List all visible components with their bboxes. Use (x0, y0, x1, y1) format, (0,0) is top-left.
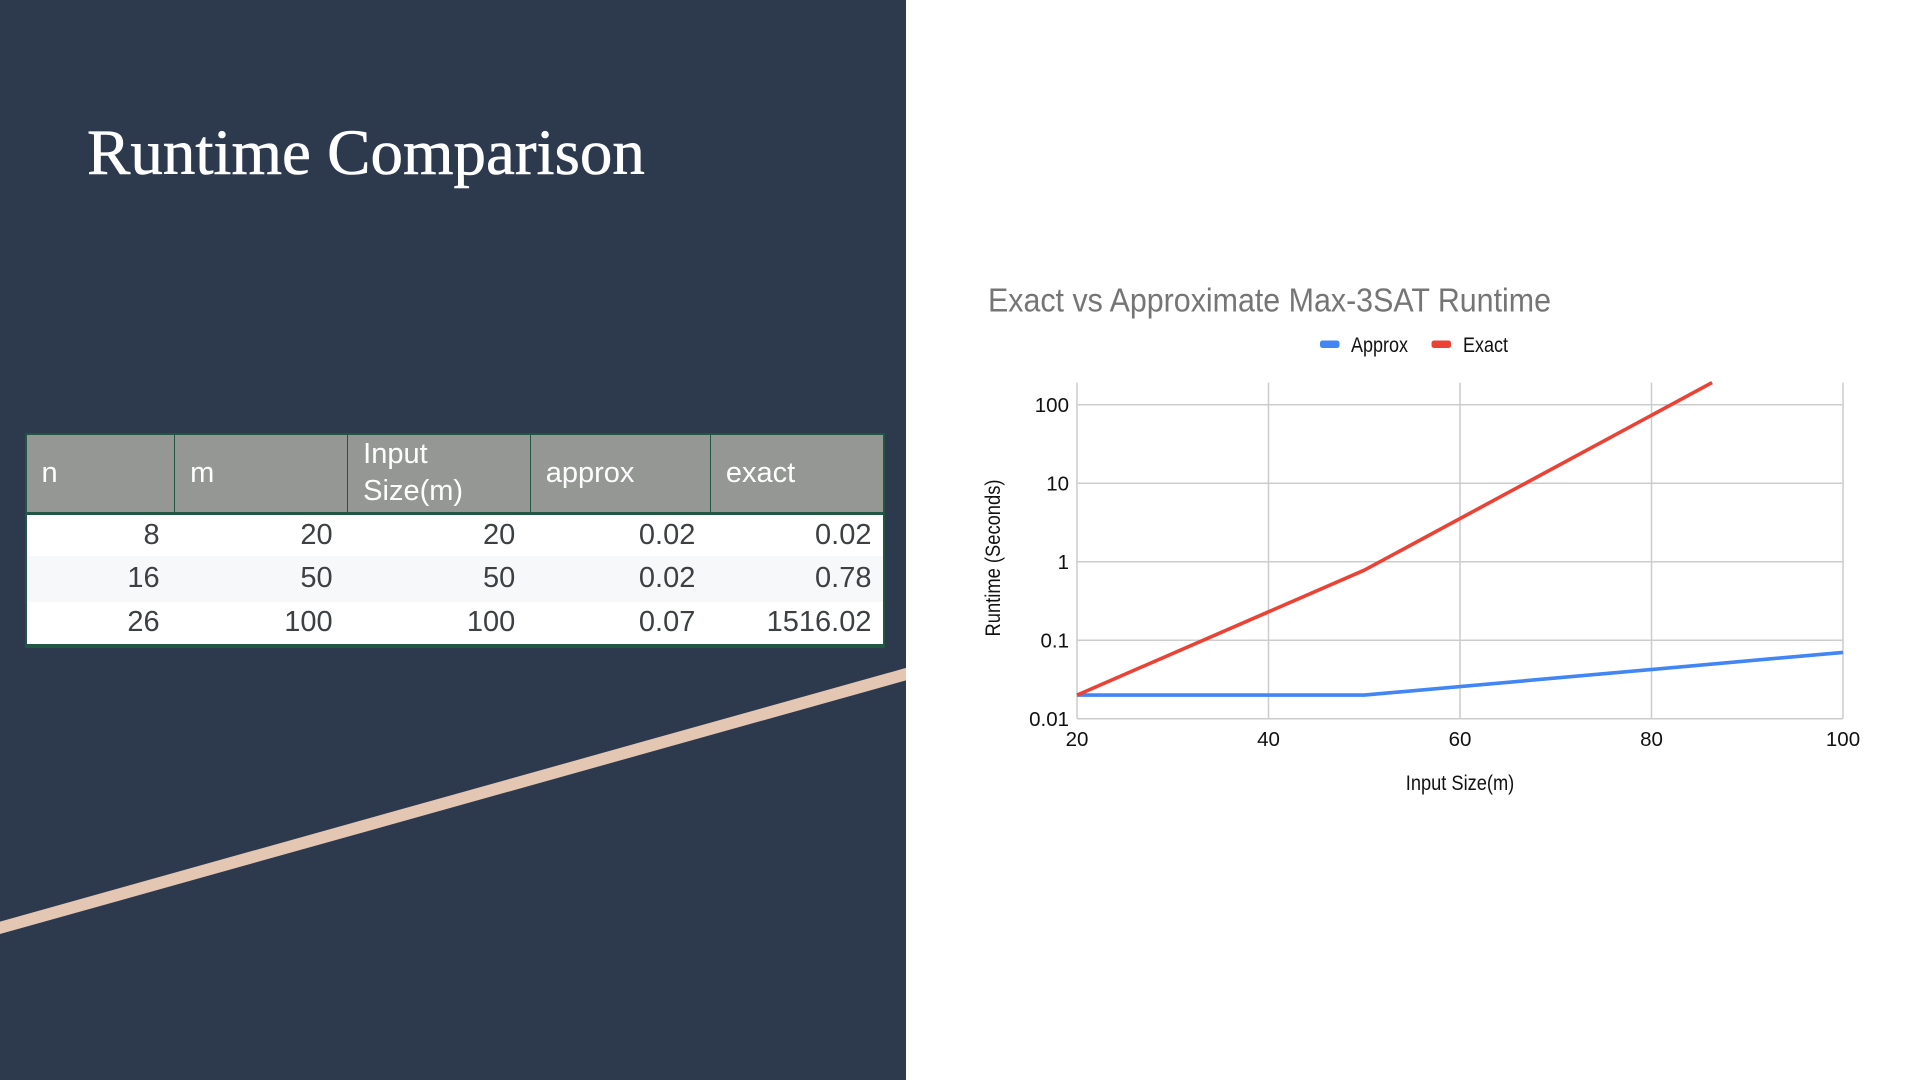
svg-text:100: 100 (1035, 394, 1069, 417)
svg-text:20: 20 (1066, 728, 1089, 751)
svg-text:Exact vs Approximate Max-3SAT: Exact vs Approximate Max-3SAT Runtime (988, 283, 1551, 320)
svg-text:0.1: 0.1 (1041, 630, 1070, 653)
svg-text:40: 40 (1257, 728, 1280, 751)
svg-text:Exact: Exact (1463, 334, 1508, 357)
svg-text:Approx: Approx (1351, 334, 1408, 357)
svg-text:60: 60 (1449, 728, 1472, 751)
svg-text:100: 100 (1826, 728, 1860, 751)
svg-text:10: 10 (1046, 473, 1069, 496)
svg-text:Input Size(m): Input Size(m) (1406, 772, 1515, 795)
svg-text:Runtime (Seconds): Runtime (Seconds) (982, 480, 1005, 637)
svg-text:80: 80 (1640, 728, 1663, 751)
svg-text:0.01: 0.01 (1029, 708, 1069, 731)
svg-text:1: 1 (1058, 551, 1069, 574)
